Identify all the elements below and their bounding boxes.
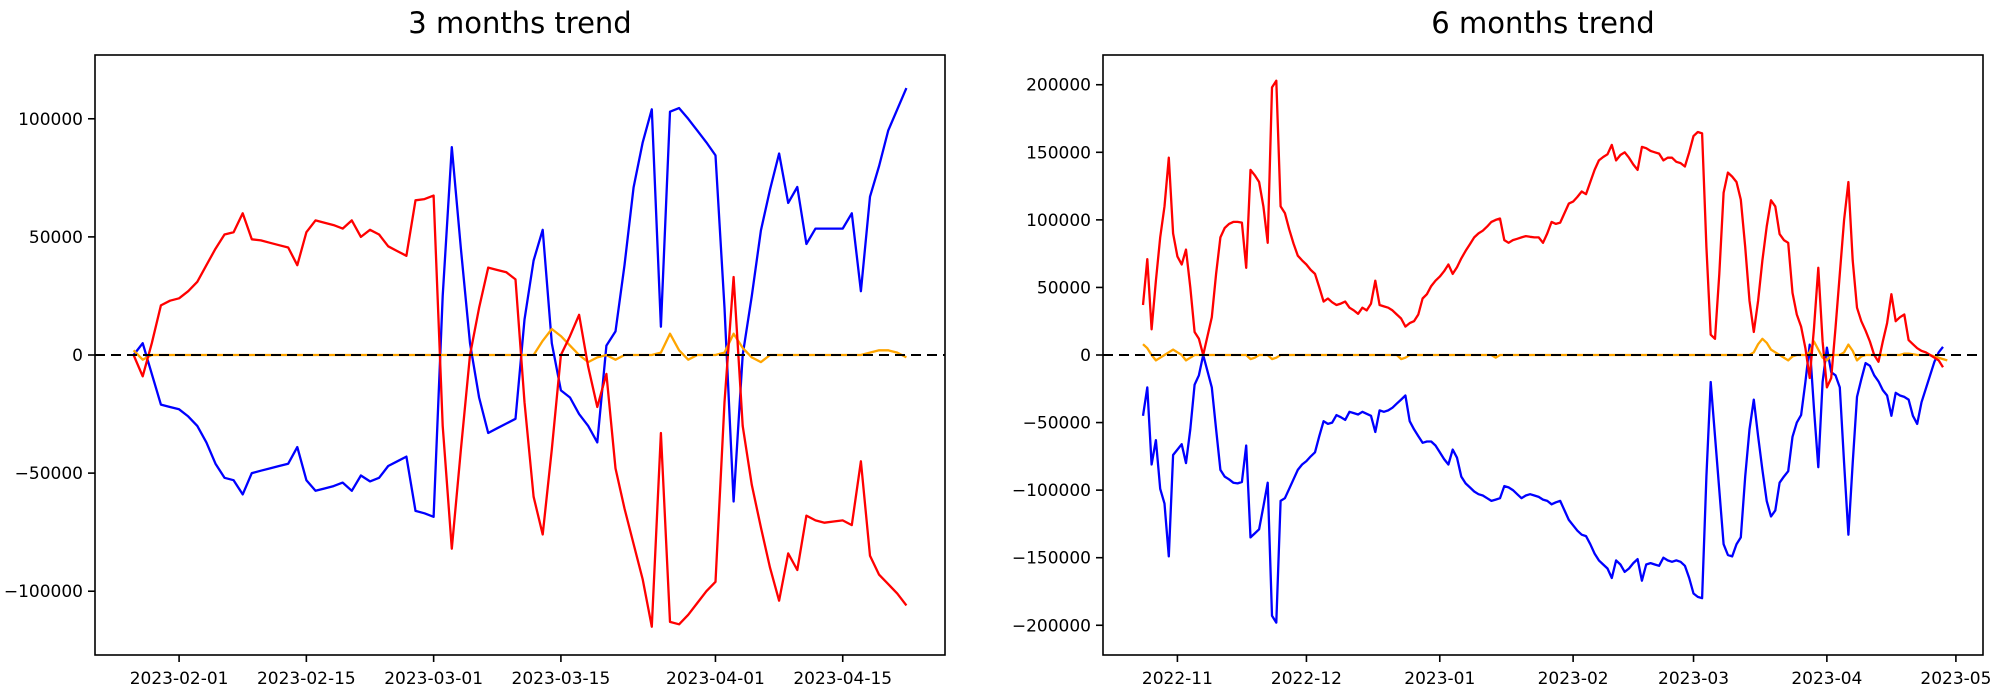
blue-line [1141, 343, 1944, 624]
red-line [132, 194, 908, 628]
y-tick-label: 50000 [29, 228, 83, 248]
x-tick-label: 2023-02-15 [257, 669, 356, 689]
x-tick-label: 2023-04-01 [666, 669, 765, 689]
x-tick-label: 2023-03-01 [384, 669, 483, 689]
x-tick-label: 2022-12 [1271, 669, 1342, 689]
y-tick-label: −150000 [1012, 549, 1091, 569]
y-tick-label: 50000 [1037, 278, 1091, 298]
y-tick-label: 0 [1080, 346, 1091, 366]
y-tick-label: 200000 [1026, 76, 1091, 96]
y-tick-label: −200000 [1012, 616, 1091, 636]
y-tick-label: 150000 [1026, 143, 1091, 163]
y-tick-label: −100000 [4, 582, 83, 602]
x-tick-label: 2023-03-15 [512, 669, 611, 689]
right-chart-title: 6 months trend [1431, 6, 1655, 40]
x-tick-label: 2023-03 [1658, 669, 1729, 689]
x-tick-label: 2022-11 [1142, 669, 1213, 689]
blue-line [132, 87, 908, 518]
x-tick-label: 2023-04 [1791, 669, 1862, 689]
y-tick-label: 100000 [18, 110, 83, 130]
x-tick-label: 2023-04-15 [793, 669, 892, 689]
y-tick-label: 0 [72, 346, 83, 366]
y-tick-label: −100000 [1012, 481, 1091, 501]
chart-panel-right: −200000 −150000 −100000 −50000 0 50000 100000 1… [1012, 54, 1991, 689]
left-chart-title: 3 months trend [408, 6, 632, 40]
x-tick-label: 2023-05 [1920, 669, 1991, 689]
red-line [1141, 79, 1944, 389]
y-tick-label: −50000 [1023, 414, 1091, 434]
x-tick-label: 2023-02 [1538, 669, 1609, 689]
x-tick-label: 2023-02-01 [130, 669, 229, 689]
x-tick-label: 2023-01 [1404, 669, 1475, 689]
chart-panel-left: −100000 −50000 0 50000 100000 2023-02-01 2023-… [4, 54, 946, 689]
y-tick-label: −50000 [15, 464, 83, 484]
y-tick-label: 100000 [1026, 211, 1091, 231]
